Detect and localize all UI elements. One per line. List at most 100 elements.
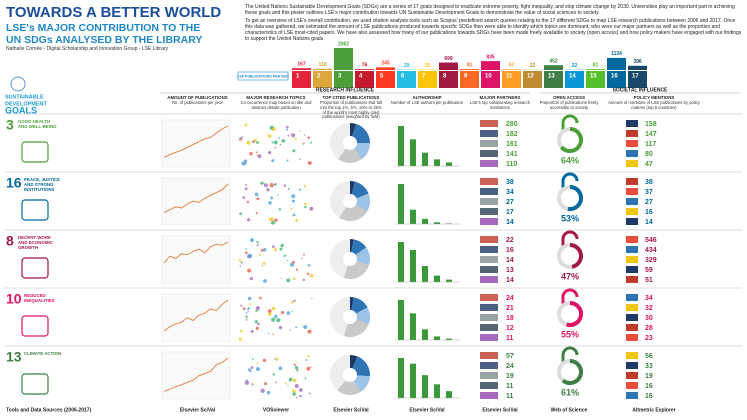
- sdg-count: 2062: [338, 41, 349, 47]
- partner-logo: [480, 324, 498, 331]
- column-title: AMOUNT OF PUBLICATIONS: [167, 95, 228, 100]
- authorship-bar: [434, 275, 440, 282]
- topic-node: [263, 183, 268, 188]
- partner-logo: [480, 130, 498, 137]
- topic-node: [254, 320, 258, 324]
- policy-count: 38: [645, 179, 653, 186]
- topic-node: [260, 388, 265, 393]
- topic-node: [286, 259, 289, 262]
- topic-node: [280, 243, 284, 248]
- topic-node: [293, 299, 296, 303]
- lock-shackle: [561, 288, 579, 306]
- oa-arc: [565, 301, 583, 327]
- source-name: Elsevier SciVal: [409, 407, 445, 413]
- authorship-bar: [410, 363, 416, 398]
- partner-logo: [480, 276, 498, 283]
- partner-logo: [480, 294, 498, 301]
- topic-node: [271, 141, 274, 144]
- sdg-icon: [21, 199, 49, 221]
- policy-count: 23: [645, 335, 653, 342]
- sdg-bar: [544, 65, 563, 70]
- topic-node: [249, 303, 252, 306]
- policy-count: 147: [645, 131, 657, 138]
- authorship-bar: [446, 162, 452, 166]
- flag: [626, 362, 638, 369]
- policy-count: 19: [645, 373, 653, 380]
- publication-line: [163, 357, 229, 392]
- pie-segment: [339, 201, 367, 221]
- topic-node: [307, 136, 311, 139]
- sdg-number: 5: [380, 74, 384, 80]
- partner-count: 22: [506, 237, 514, 244]
- topic-node: [306, 272, 310, 275]
- authorship-bar: [422, 329, 428, 340]
- topic-node: [274, 218, 278, 222]
- flag: [626, 178, 638, 185]
- column-subtitle: LSE's top collaborating research institu…: [469, 100, 531, 110]
- topic-node: [240, 304, 243, 307]
- pie-hole: [343, 368, 357, 382]
- flag: [626, 276, 638, 283]
- partner-count: 34: [506, 189, 514, 196]
- policy-count: 37: [645, 189, 653, 196]
- flag: [626, 392, 638, 399]
- topic-node: [239, 265, 242, 267]
- policy-count: 34: [645, 295, 653, 302]
- authorship-bar: [422, 375, 428, 398]
- partner-count: 182: [506, 131, 518, 138]
- sdg-tile: [292, 71, 311, 88]
- topic-node: [278, 137, 281, 139]
- topic-node: [247, 296, 252, 301]
- topic-node: [302, 278, 306, 282]
- topic-node: [242, 307, 246, 311]
- sdg-row-name: GOOD HEALTH AND WELL-BEING: [18, 119, 57, 130]
- authorship-bar: [446, 338, 452, 340]
- topic-node: [272, 373, 275, 376]
- sdg-icon: [21, 315, 49, 337]
- pie-segment: [338, 143, 362, 164]
- topic-node: [249, 370, 252, 373]
- pie-hole: [343, 252, 357, 266]
- topic-node: [298, 188, 301, 191]
- topic-node: [256, 197, 260, 201]
- partner-logo: [480, 150, 498, 157]
- column-title: MAJOR PARTNERS: [479, 95, 521, 100]
- partner-logo: [480, 178, 498, 185]
- topic-node: [262, 358, 267, 363]
- sdg-number: 1: [296, 74, 300, 80]
- topic-node: [246, 140, 251, 145]
- pie-segment: [350, 307, 370, 325]
- topic-node: [271, 317, 276, 322]
- topic-node: [268, 218, 272, 222]
- topic-node: [279, 247, 283, 251]
- topic-node: [254, 192, 259, 197]
- sdg-bar: [439, 62, 458, 70]
- topic-node: [290, 207, 293, 210]
- topic-node: [261, 265, 264, 267]
- policy-count: 14: [645, 219, 653, 226]
- topic-node: [244, 159, 248, 163]
- topic-node: [295, 396, 298, 399]
- column-title: AUTHORSHIP: [412, 95, 442, 100]
- flag: [626, 256, 638, 263]
- topic-node: [276, 318, 281, 323]
- topic-node: [303, 202, 307, 206]
- topic-node: [290, 396, 292, 398]
- flag: [626, 120, 638, 127]
- partner-count: 141: [506, 151, 518, 158]
- flag: [626, 188, 638, 195]
- topic-node: [274, 315, 278, 319]
- topic-node: [304, 377, 307, 380]
- partner-logo: [480, 362, 498, 369]
- sdg-bar: [355, 69, 374, 70]
- sdg-count: 452: [549, 59, 558, 65]
- topic-node: [308, 392, 311, 395]
- sdg-tile: [439, 71, 458, 88]
- topic-node: [267, 312, 272, 316]
- flag: [626, 218, 638, 225]
- sdg-tile: [628, 71, 647, 88]
- topic-node: [264, 382, 268, 386]
- subtitle-line: LSE's MAJOR CONTRIBUTION TO THE: [6, 22, 201, 34]
- sdg-row-name: REDUCED INEQUALITIES: [24, 293, 55, 304]
- sdg-count: 29: [404, 63, 410, 69]
